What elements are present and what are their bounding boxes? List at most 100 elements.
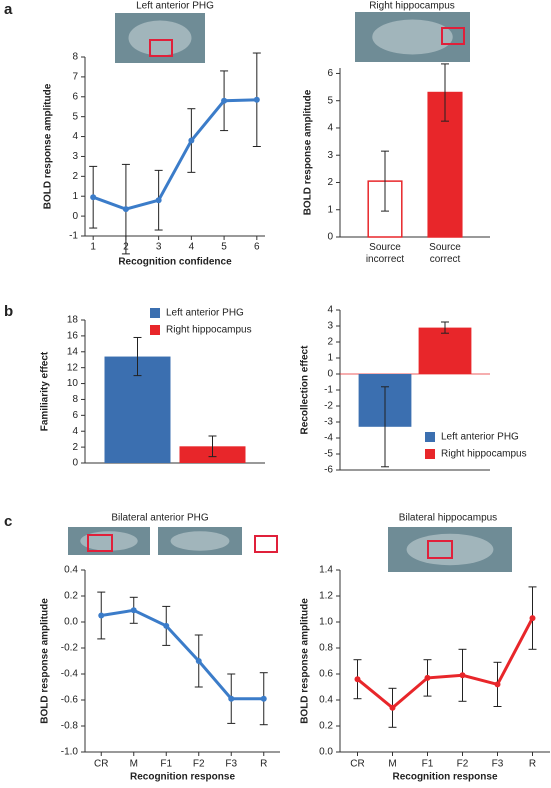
x-tick-label: R: [529, 759, 536, 770]
x-tick-label: R: [260, 759, 267, 770]
chart-title: Right hippocampus: [369, 1, 455, 12]
chart-title: Bilateral anterior PHG: [111, 513, 208, 524]
legend-swatch: [425, 449, 435, 459]
y-tick-label: 3: [327, 150, 333, 161]
marker: [494, 681, 501, 688]
y-tick-label: -1.0: [61, 747, 79, 758]
y-axis-label: BOLD response amplitude: [303, 89, 314, 215]
panel-label: a: [4, 1, 13, 18]
x-tick-label: CR: [350, 759, 364, 770]
y-tick-label: 4: [327, 305, 333, 316]
legend-label: Right hippocampus: [166, 325, 252, 336]
y-tick-label: -4: [324, 433, 333, 444]
brain-image: [128, 20, 192, 56]
y-tick-label: 0: [72, 458, 78, 469]
marker: [155, 197, 162, 204]
y-tick-label: -0.8: [61, 721, 79, 732]
marker: [253, 96, 260, 103]
chart-title: Bilateral hippocampus: [399, 513, 497, 524]
y-tick-label: 0.2: [64, 591, 78, 602]
y-tick-label: 5: [72, 111, 78, 122]
y-tick-label: -1: [69, 231, 78, 242]
x-tick-label: F3: [225, 759, 237, 770]
marker: [529, 615, 536, 622]
x-tick-label: F2: [457, 759, 469, 770]
y-tick-label: 0.6: [319, 669, 333, 680]
y-tick-label: -2: [324, 401, 333, 412]
x-tick-label: F1: [160, 759, 172, 770]
panel-label: c: [4, 513, 12, 530]
marker: [260, 695, 267, 702]
legend-label: Left anterior PHG: [166, 308, 244, 319]
y-tick-label: 6: [327, 68, 333, 79]
y-tick-label: -3: [324, 417, 333, 428]
y-axis-label: Recollection effect: [300, 345, 311, 435]
y-tick-label: 0.2: [319, 721, 333, 732]
brain-image: [80, 531, 138, 551]
x-tick-label: M: [388, 759, 396, 770]
y-tick-label: 0.8: [319, 643, 333, 654]
legend-label: Right hippocampus: [441, 449, 527, 460]
y-tick-label: 10: [67, 378, 79, 389]
x-tick-label: CR: [94, 759, 108, 770]
brain-image: [372, 19, 453, 55]
y-tick-label: 0: [72, 211, 78, 222]
marker: [354, 676, 361, 683]
marker: [98, 612, 105, 619]
x-axis-label: Recognition response: [130, 772, 235, 783]
brain-image: [170, 531, 230, 551]
roi-box: [254, 535, 278, 553]
y-tick-label: 14: [67, 346, 79, 357]
x-tick-label: F3: [492, 759, 504, 770]
y-tick-label: 0.0: [64, 617, 78, 628]
y-tick-label: 6: [72, 410, 78, 421]
y-tick-label: -0.2: [61, 643, 79, 654]
x-tick-label: 4: [189, 242, 195, 253]
y-tick-label: 4: [327, 123, 333, 134]
y-tick-label: 3: [72, 151, 78, 162]
marker: [389, 704, 396, 711]
marker: [221, 97, 228, 104]
y-axis-label: BOLD response amplitude: [300, 598, 311, 724]
y-tick-label: 8: [72, 52, 78, 63]
y-tick-label: 7: [72, 72, 78, 83]
y-tick-label: -0.6: [61, 695, 79, 706]
chart-title: Left anterior PHG: [136, 1, 214, 12]
y-tick-label: 16: [67, 331, 79, 342]
line: [356, 617, 534, 710]
y-tick-label: 18: [67, 315, 79, 326]
y-tick-label: 2: [72, 442, 78, 453]
x-tick-label: Source incorrect: [366, 242, 405, 265]
y-tick-label: -5: [324, 449, 333, 460]
y-tick-label: 4: [72, 426, 78, 437]
brain-image: [406, 533, 494, 566]
y-tick-label: 0.4: [64, 565, 78, 576]
marker: [424, 674, 431, 681]
y-axis-label: Familiarity effect: [40, 351, 51, 431]
marker: [228, 695, 235, 702]
y-axis-label: BOLD response amplitude: [43, 83, 54, 209]
marker: [122, 206, 129, 213]
y-tick-label: 4: [72, 131, 78, 142]
roi-box: [149, 39, 173, 57]
bar: [418, 327, 472, 374]
x-axis-label: Recognition response: [392, 772, 497, 783]
x-tick-label: F1: [422, 759, 434, 770]
marker: [90, 194, 97, 201]
marker: [163, 622, 170, 629]
y-tick-label: -0.4: [61, 669, 79, 680]
y-tick-label: 5: [327, 95, 333, 106]
x-tick-label: 1: [90, 242, 96, 253]
line: [92, 98, 257, 211]
y-tick-label: 1: [327, 204, 333, 215]
y-tick-label: -6: [324, 465, 333, 476]
x-tick-label: 3: [156, 242, 162, 253]
y-tick-label: 0: [327, 232, 333, 243]
y-tick-label: 12: [67, 362, 79, 373]
x-tick-label: 5: [221, 242, 227, 253]
x-tick-label-line: incorrect: [366, 254, 405, 265]
y-tick-label: 1: [72, 191, 78, 202]
marker: [130, 607, 137, 614]
x-tick-label-line: Source: [429, 242, 461, 253]
